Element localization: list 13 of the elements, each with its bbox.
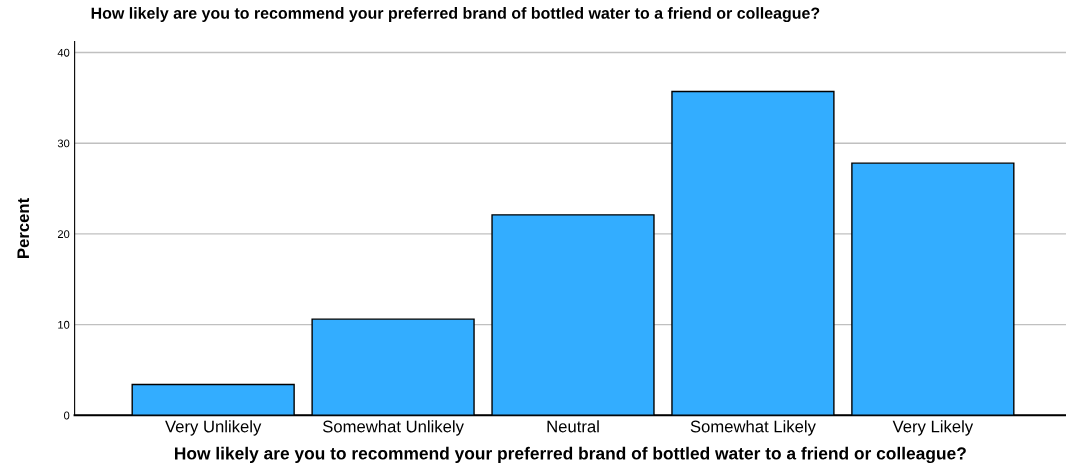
y-tick-label: 40: [57, 48, 70, 57]
x-tick-label: Neutral: [547, 420, 599, 433]
x-tick-label: Somewhat Unlikely: [322, 420, 464, 436]
x-tick-label: Very Likely: [892, 420, 974, 436]
y-tick-label: 0: [64, 411, 70, 420]
y-tick-label: 10: [58, 320, 70, 329]
y-tick-label: 20: [57, 230, 70, 239]
x-tick-label: Somewhat Likely: [690, 420, 816, 436]
x-tick-label: Very Unlikely: [165, 420, 262, 436]
y-axis-title: Percent: [17, 198, 30, 258]
y-tick-label: 30: [57, 139, 70, 148]
x-axis-title: How likely are you to recommend your preferred brand of bottled water to a friend or colleague?: [175, 446, 966, 464]
chart-title: How likely are you to recommend your preferred brand of bottled water to a friend or colleague?: [91, 7, 820, 23]
